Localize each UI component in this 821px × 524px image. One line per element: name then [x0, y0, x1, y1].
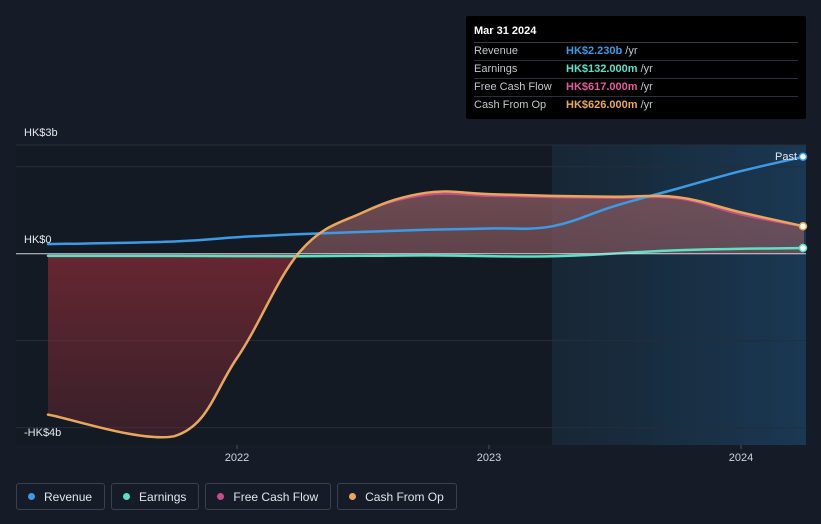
free-cash-flow-area-positive: [298, 193, 804, 254]
earnings-endpoint: [798, 243, 808, 253]
x-tick-2024: 2024: [729, 452, 753, 464]
tooltip-value: HK$626.000m: [566, 99, 638, 111]
endpoint-layer: [798, 152, 808, 253]
tooltip-date: Mar 31 2024: [474, 24, 798, 43]
dot-icon: [28, 493, 35, 500]
revenue-endpoint: [798, 152, 808, 161]
tooltip-row-cash-from-op: Cash From Op HK$626.000m /yr: [474, 97, 798, 114]
dot-icon: [217, 493, 225, 500]
dot-icon: [123, 493, 131, 500]
x-tick-2022: 2022: [225, 452, 249, 464]
tooltip-label: Revenue: [474, 45, 519, 57]
tooltip-row-earnings: Earnings HK$132.000m /yr: [474, 61, 798, 79]
tooltip-unit: /yr: [640, 99, 653, 111]
tooltip-row-revenue: Revenue HK$2.230b /yr: [474, 43, 798, 61]
tooltip-row-free-cash-flow: Free Cash Flow HK$617.000m /yr: [474, 79, 798, 97]
area-layer: [48, 193, 804, 438]
cash-from-op-line: [46, 190, 806, 439]
legend-item-earnings[interactable]: Earnings: [111, 483, 200, 510]
legend-item-free-cash-flow[interactable]: Free Cash Flow: [205, 483, 332, 510]
grid: [16, 144, 806, 449]
y-axis-label-top: HK$3b: [24, 127, 58, 139]
legend-item-revenue[interactable]: Revenue: [16, 483, 106, 510]
y-axis-label-zero: HK$0: [24, 234, 52, 246]
legend-label: Cash From Op: [365, 489, 444, 504]
legend: Revenue Earnings Free Cash Flow Cash Fro…: [16, 483, 457, 510]
legend-label: Revenue: [44, 489, 93, 504]
line-layer: [46, 155, 806, 439]
past-label: Past: [775, 151, 797, 163]
dot-icon: [349, 493, 357, 500]
legend-label: Free Cash Flow: [233, 489, 319, 504]
legend-label: Earnings: [139, 489, 187, 504]
tooltip-value: HK$132.000m: [566, 63, 638, 75]
x-tick-2023: 2023: [477, 452, 501, 464]
tooltip-label: Free Cash Flow: [474, 81, 552, 93]
cash-from-op-endpoint: [798, 222, 808, 231]
legend-item-cash-from-op[interactable]: Cash From Op: [337, 483, 457, 510]
tooltip: Mar 31 2024 Revenue HK$2.230b /yr Earnin…: [466, 16, 806, 119]
past-region: [552, 145, 806, 445]
tooltip-label: Earnings: [474, 63, 518, 75]
tooltip-unit: /yr: [640, 81, 653, 93]
tooltip-value: HK$2.230b: [566, 45, 623, 57]
tooltip-unit: /yr: [640, 63, 653, 75]
tooltip-label: Cash From Op: [474, 99, 547, 111]
y-axis-label-bottom: -HK$4b: [24, 427, 61, 439]
tooltip-unit: /yr: [625, 45, 638, 57]
revenue-line: [46, 155, 806, 246]
tooltip-value: HK$617.000m: [566, 81, 638, 93]
earnings-line: [46, 246, 806, 258]
free-cash-flow-area-negative: [48, 253, 804, 438]
